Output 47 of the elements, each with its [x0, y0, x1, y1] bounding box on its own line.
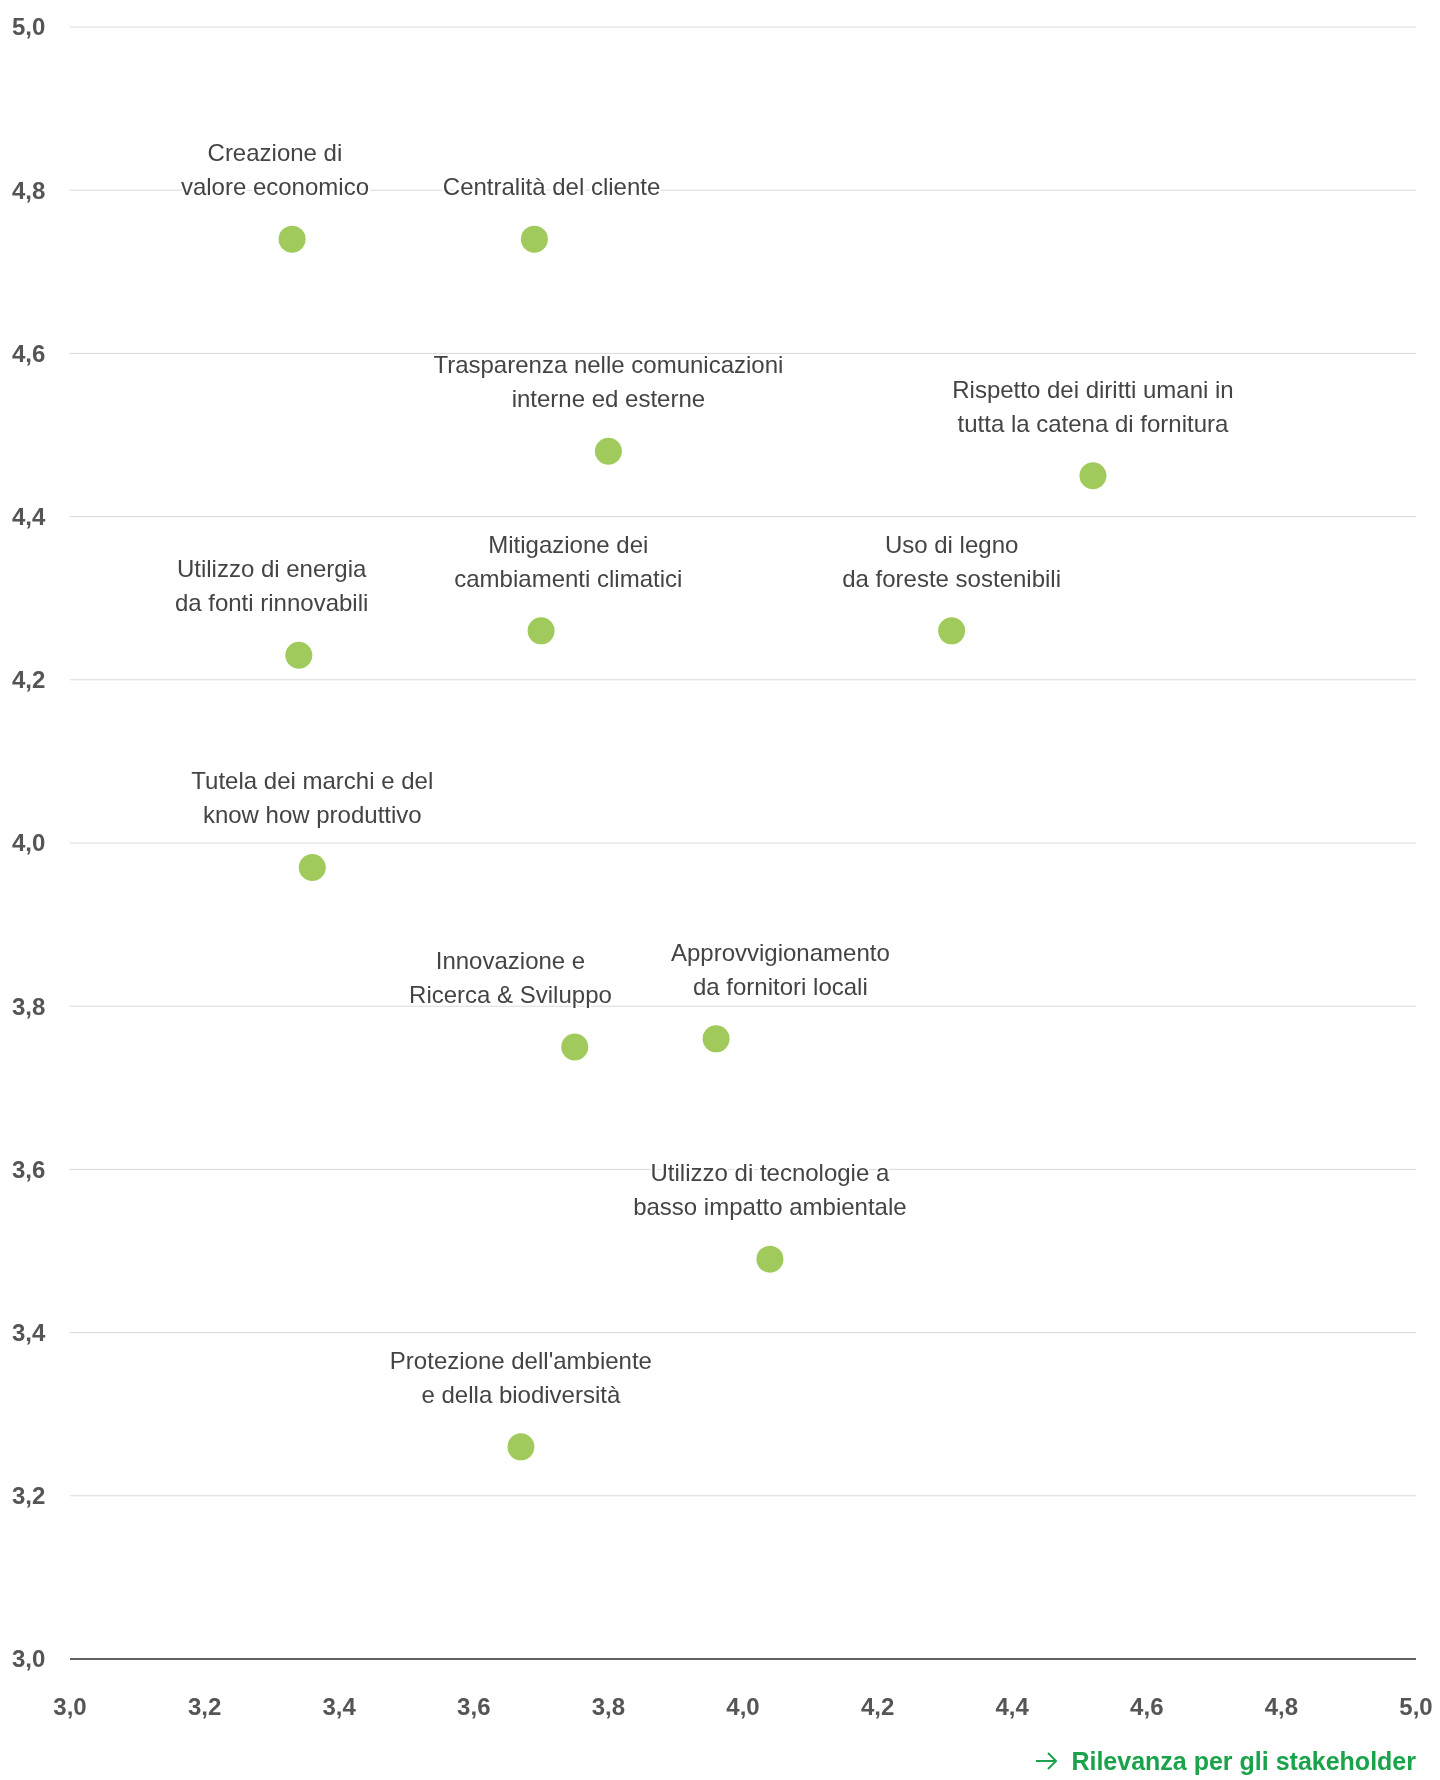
- point: [1079, 462, 1107, 490]
- x-tick-label: 4,8: [1264, 1693, 1299, 1720]
- x-tick-label: 4,0: [726, 1693, 760, 1720]
- y-tick-label: 5,0: [12, 13, 46, 41]
- annotation: Tutela dei marchi e del know how produttivo: [191, 767, 434, 829]
- annotation: Innovazione e Ricerca & Sviluppo: [409, 947, 612, 1008]
- y-tick-label: 3,0: [12, 1645, 46, 1673]
- point: [594, 437, 622, 465]
- annotation: Protezione dell'ambiente e della biodiversità: [389, 1346, 652, 1408]
- y-tick-label: 4,0: [12, 829, 46, 857]
- annotation: Rispetto dei diritti umani in tutta la catena di fornitura: [952, 375, 1234, 437]
- annotation: Trasparenza nelle comunicazioni interne ed esterne: [433, 351, 784, 413]
- annotation: Uso di legno da foreste sostenibili: [842, 530, 1062, 592]
- point: [285, 641, 313, 669]
- point: [507, 1433, 535, 1461]
- y-tick-label: 4,4: [12, 503, 47, 530]
- x-tick-label: 4,2: [860, 1693, 895, 1720]
- y-tick-label: 4,6: [12, 339, 46, 367]
- y-tick-label: 3,2: [12, 1482, 46, 1510]
- point: [278, 225, 306, 253]
- annotation: Utilizzo di energia da fonti rinnovabili: [174, 555, 369, 617]
- point: [298, 853, 326, 881]
- x-tick-label: 3,4: [322, 1693, 357, 1720]
- point: [527, 617, 555, 645]
- point: [938, 617, 966, 645]
- annotation: Creazione di valore economico: [180, 139, 369, 201]
- annotation: Approvvigionamento da fornitori locali: [670, 938, 890, 1000]
- point: [702, 1025, 730, 1053]
- annotation: Utilizzo di tecnologie a basso impatto ambientale: [633, 1159, 907, 1221]
- point: [561, 1033, 589, 1061]
- x-tick-label: 3,6: [457, 1693, 491, 1720]
- x-tick-label: 3,0: [53, 1693, 87, 1720]
- y-tick-label: 3,6: [12, 1155, 46, 1183]
- x-tick-label: 3,2: [187, 1693, 222, 1720]
- x-tick-label: 4,6: [1130, 1693, 1164, 1720]
- y-tick-label: 4,8: [12, 176, 46, 204]
- y-tick-label: 4,2: [12, 666, 46, 694]
- annotation: Centralità del cliente: [442, 173, 661, 201]
- x-axis-title: Rilevanza per gli stakeholder: [1071, 1747, 1417, 1775]
- point: [756, 1245, 784, 1273]
- x-tick-label: 4,4: [995, 1693, 1030, 1720]
- annotation: Mitigazione dei cambiamenti climatici: [454, 530, 683, 592]
- y-tick-label: 3,4: [12, 1319, 47, 1346]
- x-tick-label: 3,8: [591, 1693, 626, 1720]
- point: [520, 225, 548, 253]
- y-tick-label: 3,8: [12, 992, 46, 1020]
- x-tick-label: 5,0: [1399, 1693, 1433, 1720]
